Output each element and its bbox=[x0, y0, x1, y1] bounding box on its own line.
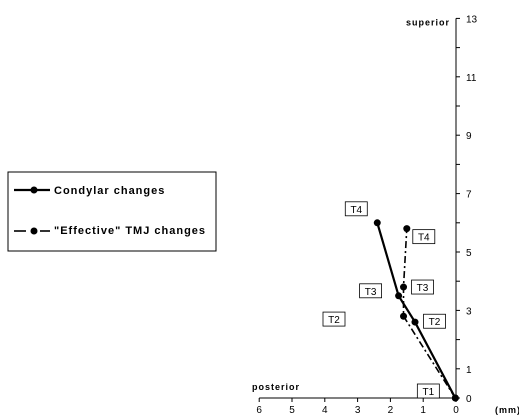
data-point-0-1 bbox=[411, 318, 419, 326]
point-label: T2 bbox=[328, 315, 340, 326]
x-tick-label: 4 bbox=[322, 405, 328, 416]
legend: Condylar changes "Effective" TMJ changes bbox=[7, 171, 217, 252]
point-label-box bbox=[359, 283, 383, 299]
y-tick-label: 1 bbox=[466, 365, 472, 376]
point-label-box bbox=[423, 313, 446, 329]
y-tick-label: 11 bbox=[466, 73, 477, 84]
legend-swatch-dot bbox=[30, 227, 38, 235]
y-tick-label: 3 bbox=[466, 306, 472, 317]
legend-label: Condylar changes bbox=[54, 185, 165, 197]
y-tick-label: 7 bbox=[466, 190, 472, 201]
point-label: T3 bbox=[417, 283, 429, 294]
y-tick-label: 9 bbox=[466, 131, 472, 142]
point-label: T3 bbox=[365, 287, 377, 298]
data-point-1-2 bbox=[400, 283, 408, 291]
point-labels: T1 T2 T3 T4 T2 T3 T4 bbox=[322, 201, 446, 399]
x-tick-label: 5 bbox=[289, 405, 295, 416]
y-tick-label: 5 bbox=[466, 248, 472, 259]
x-unit-label: (mm) bbox=[495, 405, 519, 415]
data-point-1-1 bbox=[400, 312, 408, 320]
series-line-0 bbox=[376, 222, 457, 399]
point-label: T1 bbox=[423, 387, 435, 398]
x-tick-label: 1 bbox=[420, 405, 426, 416]
y-tick-label: 13 bbox=[466, 14, 478, 25]
data-point-0-2 bbox=[395, 292, 403, 300]
legend-label: "Effective" TMJ changes bbox=[54, 225, 206, 237]
legend-swatch-dot bbox=[30, 186, 38, 194]
series-line-1 bbox=[402, 228, 456, 399]
data-point-1-3 bbox=[403, 225, 411, 233]
point-label-box bbox=[411, 279, 434, 295]
x-tick-label: 3 bbox=[355, 405, 361, 416]
point-label-box bbox=[416, 383, 440, 399]
series-layer bbox=[373, 219, 459, 402]
point-label: T4 bbox=[418, 233, 430, 244]
point-label-box bbox=[412, 229, 436, 245]
legend-box bbox=[7, 171, 217, 252]
x-tick-label: 6 bbox=[256, 405, 262, 416]
y-axis-title: superior bbox=[406, 17, 450, 27]
point-label: T2 bbox=[429, 317, 441, 328]
y-tick-label: 0 bbox=[466, 394, 472, 405]
x-tick-label: 2 bbox=[388, 405, 394, 416]
point-label: T4 bbox=[350, 205, 362, 216]
data-point-0-3 bbox=[373, 219, 381, 227]
x-tick-label: 0 bbox=[453, 405, 459, 416]
data-point-1-0 bbox=[451, 394, 459, 402]
point-label-box bbox=[322, 311, 346, 327]
point-label-box bbox=[344, 201, 368, 217]
x-axis-title: posterior bbox=[252, 382, 300, 392]
